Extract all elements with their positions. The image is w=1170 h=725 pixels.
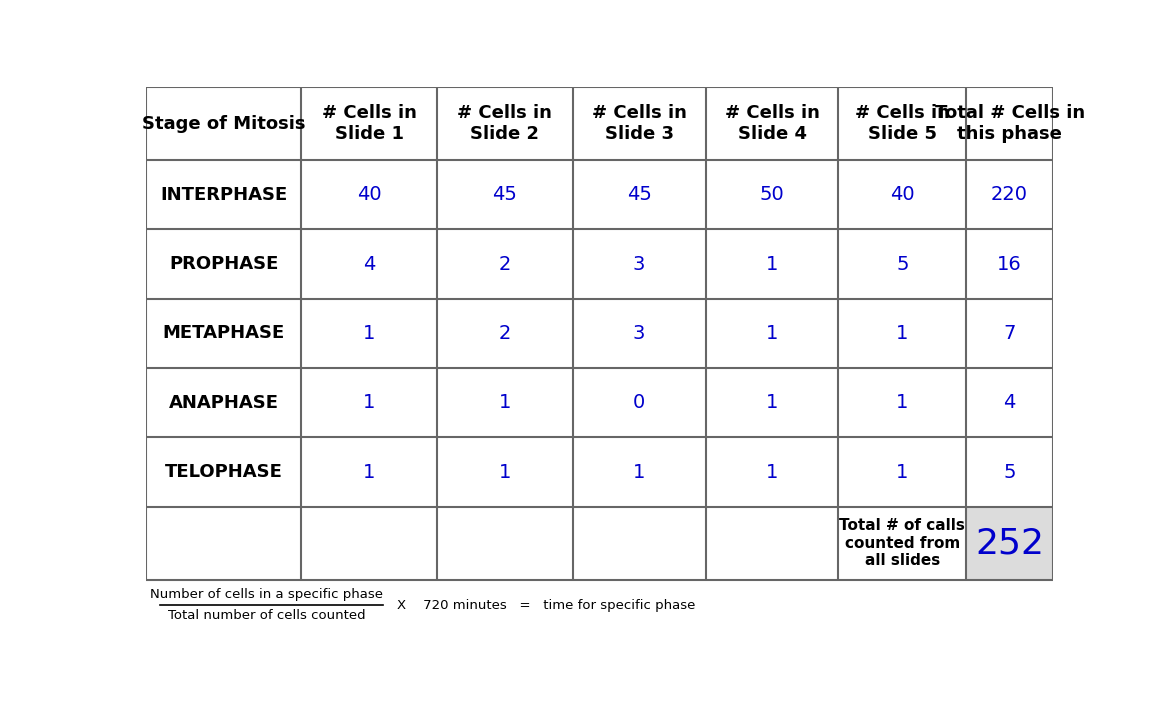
Text: Total # Cells in
this phase: Total # Cells in this phase [935,104,1085,143]
Text: 1: 1 [766,463,778,481]
Bar [146,229,1053,299]
Text: 4: 4 [1004,393,1016,413]
Text: 1: 1 [766,393,778,413]
Text: 2: 2 [498,254,511,273]
Text: 1: 1 [766,254,778,273]
Text: # Cells in
Slide 5: # Cells in Slide 5 [855,104,950,143]
Bar [146,437,1053,507]
Text: 1: 1 [363,324,376,343]
Text: 3: 3 [633,254,646,273]
Text: Number of cells in a specific phase: Number of cells in a specific phase [150,588,383,601]
Text: 0: 0 [633,393,646,413]
Text: Total number of cells counted: Total number of cells counted [167,610,365,623]
Text: 1: 1 [633,463,646,481]
Text: 16: 16 [997,254,1021,273]
Bar [146,368,1053,437]
Text: 1: 1 [363,393,376,413]
Text: 1: 1 [498,393,511,413]
Text: PROPHASE: PROPHASE [168,255,278,273]
Text: # Cells in
Slide 1: # Cells in Slide 1 [322,104,417,143]
Bar [966,507,1053,580]
Text: 45: 45 [493,186,517,204]
Text: 5: 5 [896,254,909,273]
Text: 3: 3 [633,324,646,343]
Text: 1: 1 [766,324,778,343]
Text: 1: 1 [363,463,376,481]
Text: 252: 252 [975,526,1044,560]
Text: Stage of Mitosis: Stage of Mitosis [142,115,305,133]
Text: 220: 220 [991,186,1028,204]
Bar [146,87,1053,160]
Text: 1: 1 [896,393,908,413]
Text: 4: 4 [363,254,376,273]
Bar [146,507,966,580]
Text: 45: 45 [627,186,652,204]
Text: 50: 50 [759,186,784,204]
Text: ANAPHASE: ANAPHASE [168,394,278,412]
Text: 1: 1 [498,463,511,481]
Text: 1: 1 [896,324,908,343]
Text: 40: 40 [890,186,915,204]
Text: TELOPHASE: TELOPHASE [165,463,283,481]
Text: 40: 40 [357,186,381,204]
Text: 7: 7 [1004,324,1016,343]
Text: # Cells in
Slide 3: # Cells in Slide 3 [592,104,687,143]
Text: # Cells in
Slide 4: # Cells in Slide 4 [724,104,819,143]
Text: INTERPHASE: INTERPHASE [160,186,288,204]
Text: X    720 minutes   =   time for specific phase: X 720 minutes = time for specific phase [397,599,695,612]
Text: METAPHASE: METAPHASE [163,324,284,342]
Text: 1: 1 [896,463,908,481]
Text: Total # of calls
counted from
all slides: Total # of calls counted from all slides [839,518,965,568]
Bar [146,160,1053,229]
Bar [146,299,1053,368]
Text: 2: 2 [498,324,511,343]
Text: # Cells in
Slide 2: # Cells in Slide 2 [457,104,552,143]
Text: 5: 5 [1004,463,1016,481]
